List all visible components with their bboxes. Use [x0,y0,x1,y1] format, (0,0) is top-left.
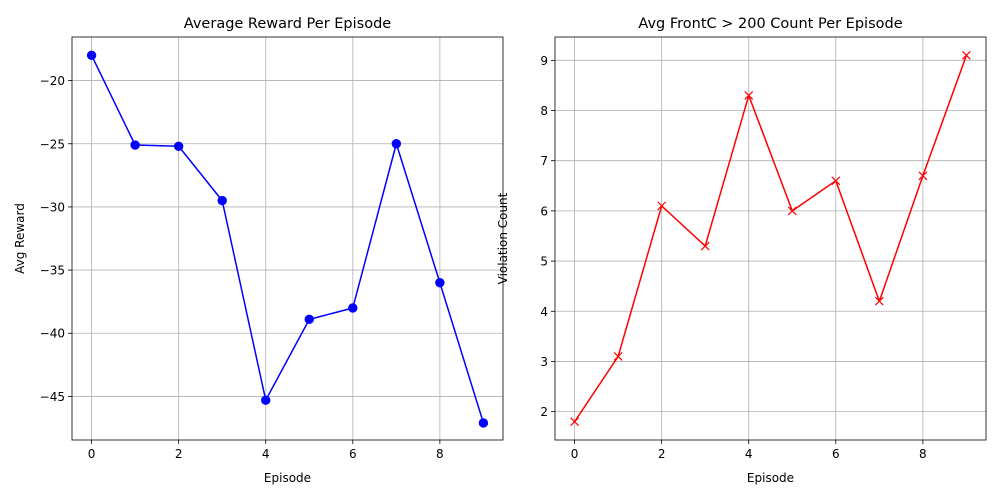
reward-chart-data-point [348,303,358,313]
reward-chart-ytick-label: −40 [40,327,65,341]
violation-chart-ytick-label: 4 [540,305,548,319]
reward-chart-xtick-label: 0 [88,447,96,461]
reward-chart-data-point [130,140,140,150]
violation-chart-xlabel: Episode [747,471,794,485]
violation-chart-ylabel: Violation Count [496,192,510,284]
reward-chart-data-point [304,314,314,325]
violation-chart-frame [554,36,987,441]
violation-chart-data-point [570,417,580,427]
reward-chart-ytick-label: −25 [40,137,65,151]
violation-chart-xtick-label: 8 [919,447,927,461]
reward-chart-ylabel: Avg Reward [13,203,27,274]
reward-chart-xtick-label: 6 [349,447,357,461]
reward-chart-plot [86,50,489,428]
reward-chart-xtick-label: 8 [436,447,444,461]
violation-chart-grid [555,37,986,440]
reward-chart-data-point [391,139,402,149]
violation-chart-ytick-label: 8 [540,104,548,118]
violation-chart-ytick-label: 7 [540,154,548,168]
reward-chart-ytick-label: −45 [40,390,65,404]
violation-chart-ytick-label: 5 [540,255,548,269]
violation-chart-ytick-label: 9 [540,54,548,68]
reward-chart-ytick-label: −30 [40,200,65,214]
reward-chart-frame [71,36,504,441]
violation-chart-data-point [744,91,754,100]
reward-chart-data-point [478,418,489,428]
reward-chart-data-point [173,141,184,151]
reward-chart-data-point [217,195,227,206]
violation-chart-title: Avg FrontC > 200 Count Per Episode [638,16,902,32]
violation-chart-xtick-label: 4 [745,447,753,461]
reward-chart-series-line [90,54,485,424]
violation-chart-ytick-label: 3 [540,355,548,369]
reward-chart-ticks: 0 2 4 6 8 −45 −40 −35 −30 −25 −20 [40,74,444,461]
reward-chart: Average Reward Per Episode Episode Avg R… [13,16,504,485]
violation-chart-data-point [657,201,667,211]
reward-chart-xtick-label: 4 [262,447,270,461]
reward-chart-title: Average Reward Per Episode [184,16,392,32]
reward-chart-xtick-label: 2 [175,447,183,461]
reward-chart-xlabel: Episode [264,471,311,485]
reward-chart-data-point [435,278,445,288]
violation-chart-data-point [613,352,623,361]
violation-chart-ytick-label: 6 [540,204,548,218]
reward-chart-data-point [86,50,97,61]
reward-chart-grid [72,37,503,440]
violation-chart-data-point [787,206,797,216]
violation-chart-ticks: 0 2 4 6 8 2 3 4 5 6 7 8 9 [540,54,926,461]
violation-chart-plot [570,50,971,427]
violation-chart-xtick-label: 6 [832,447,840,461]
violation-chart-ytick-label: 2 [540,405,548,419]
violation-chart-data-point [700,241,710,251]
reward-chart-data-point [261,395,271,405]
violation-chart: Avg FrontC > 200 Count Per Episode Episo… [496,16,987,485]
violation-chart-data-point [874,296,884,306]
reward-chart-ytick-label: −20 [40,74,65,88]
violation-chart-xtick-label: 0 [571,447,579,461]
violation-chart-series-line [573,55,968,423]
violation-chart-xtick-label: 2 [658,447,666,461]
violation-chart-data-point [918,171,928,181]
violation-chart-data-point [961,50,971,60]
reward-chart-ytick-label: −35 [40,264,65,278]
violation-chart-data-point [831,176,841,186]
